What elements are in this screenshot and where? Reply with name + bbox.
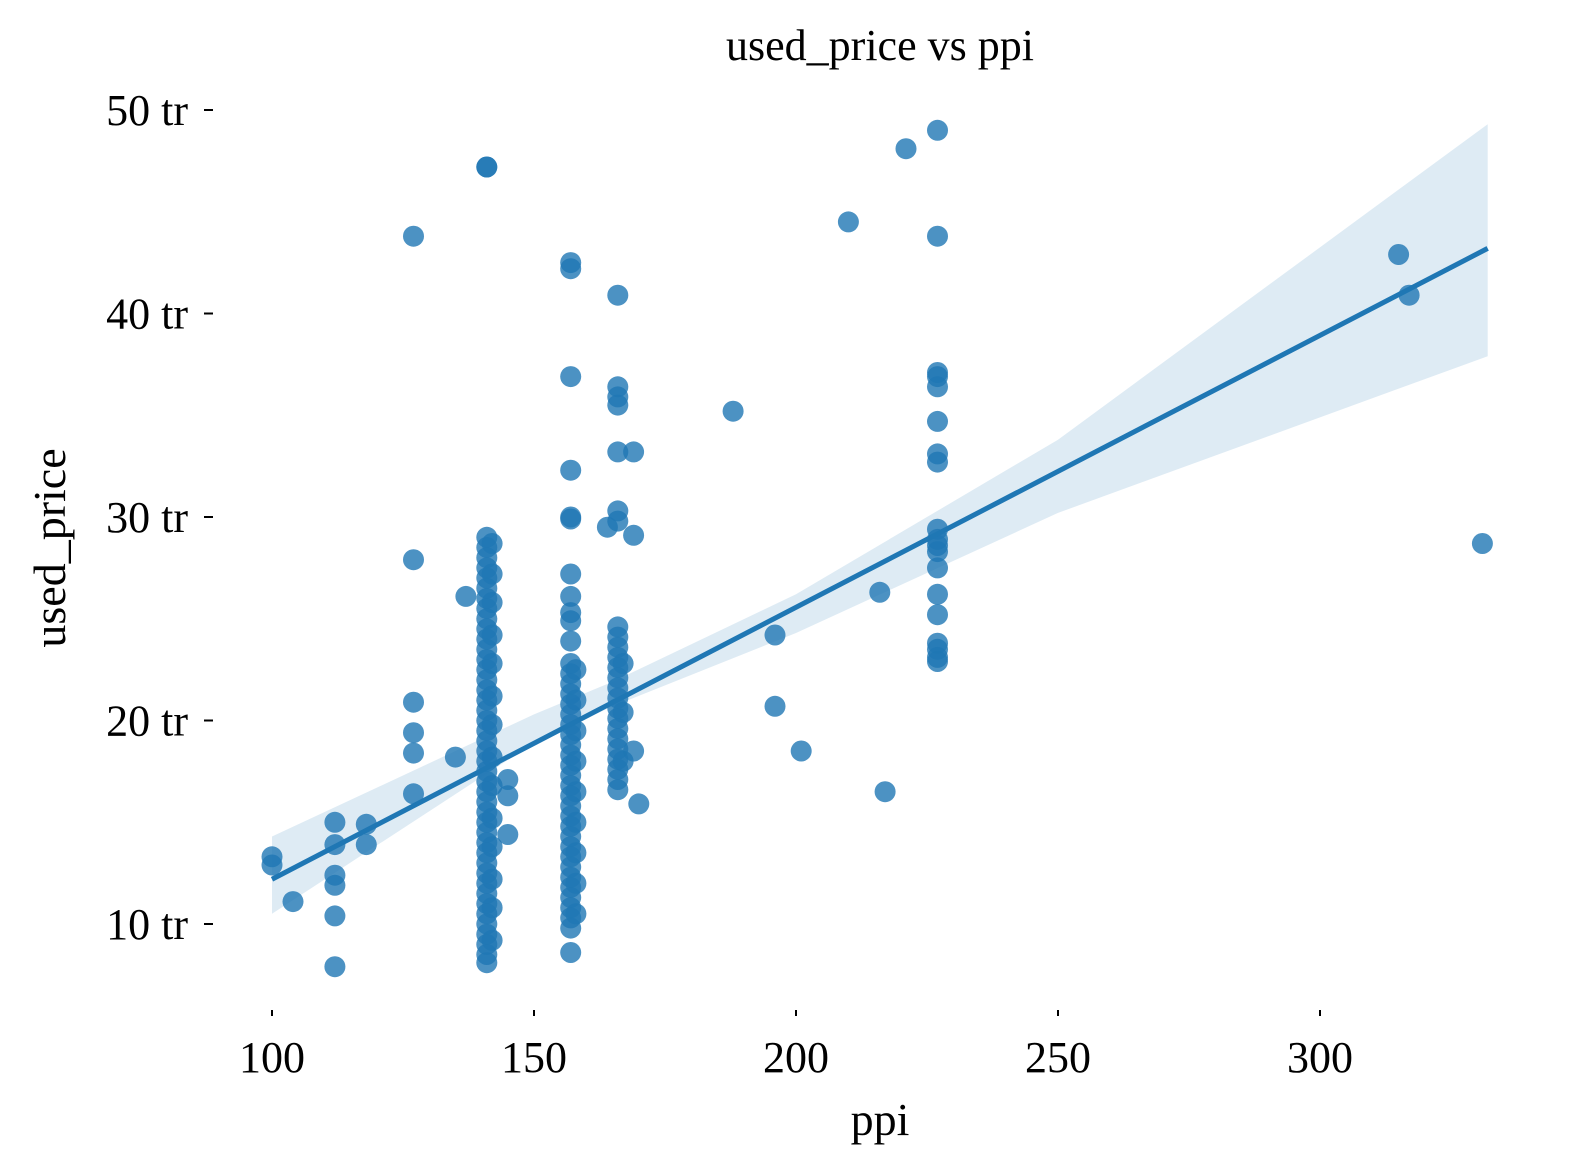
data-point: [481, 624, 503, 646]
data-point: [607, 510, 629, 532]
data-point: [497, 824, 519, 845]
data-point: [282, 891, 304, 913]
y-tick-label: 50 tr: [106, 86, 188, 135]
y-tick-label: 20 tr: [106, 697, 188, 746]
x-tick-label: 250: [1025, 1033, 1091, 1082]
data-point: [481, 929, 503, 951]
data-point: [927, 451, 948, 473]
data-point: [261, 854, 283, 876]
data-point: [560, 942, 582, 963]
data-point: [324, 956, 346, 978]
data-point: [869, 581, 891, 603]
regression-line: [270, 246, 1489, 882]
data-point: [481, 533, 503, 554]
y-tick-label: 40 tr: [106, 290, 188, 339]
data-point: [927, 376, 948, 398]
data-point: [895, 138, 917, 160]
data-point: [497, 785, 519, 807]
data-point: [324, 874, 346, 896]
data-point: [560, 610, 582, 632]
data-point: [481, 714, 503, 736]
data-point: [355, 834, 377, 856]
chart-title: used_price vs ppi: [726, 21, 1034, 70]
data-point: [403, 691, 424, 713]
data-point: [403, 549, 424, 571]
data-point: [927, 583, 948, 605]
axes-layer: 100 150 200 250 300 10 tr 20 tr 30 tr 40 tr 50 tr: [106, 86, 1353, 1082]
data-point: [476, 156, 498, 178]
data-point: [560, 366, 582, 388]
data-point: [612, 653, 634, 674]
x-tick-label: 200: [763, 1033, 829, 1082]
data-point: [565, 811, 587, 833]
data-point: [927, 119, 948, 141]
x-tick-label: 100: [239, 1033, 305, 1082]
data-point: [722, 400, 744, 422]
data-points-layer: [261, 119, 1493, 978]
data-point: [403, 742, 424, 764]
data-point: [623, 441, 645, 463]
data-point: [476, 952, 498, 974]
data-point: [607, 441, 629, 463]
data-point: [560, 258, 582, 280]
data-point: [927, 651, 948, 672]
data-point: [565, 689, 587, 711]
data-point: [623, 524, 645, 546]
data-point: [481, 836, 503, 858]
x-tick-label: 300: [1287, 1033, 1353, 1082]
y-tick-label: 30 tr: [106, 493, 188, 542]
x-tick-label: 150: [501, 1033, 567, 1082]
data-point: [790, 740, 812, 762]
data-point: [565, 750, 587, 772]
data-point: [927, 225, 948, 247]
data-point: [927, 541, 948, 563]
y-tick-label: 10 tr: [106, 900, 188, 949]
data-point: [628, 793, 650, 815]
data-point: [607, 779, 629, 801]
data-point: [874, 781, 896, 803]
data-point: [837, 211, 859, 233]
x-axis-label: ppi: [851, 1094, 910, 1145]
data-point: [565, 781, 587, 803]
data-point: [565, 872, 587, 894]
data-point: [481, 592, 503, 613]
data-point: [481, 868, 503, 890]
data-point: [607, 394, 629, 416]
data-point: [560, 585, 582, 607]
data-point: [927, 604, 948, 626]
data-point: [1388, 244, 1410, 265]
data-point: [481, 685, 503, 707]
data-point: [565, 842, 587, 864]
data-point: [455, 585, 477, 607]
data-point: [403, 225, 424, 247]
data-point: [560, 630, 582, 652]
data-point: [324, 811, 346, 833]
data-point: [403, 783, 424, 805]
data-point: [927, 410, 948, 432]
data-point: [927, 557, 948, 579]
data-point: [324, 905, 346, 927]
data-point: [560, 459, 582, 481]
data-point: [565, 659, 587, 681]
data-point: [764, 624, 786, 646]
regression-line-layer: [270, 246, 1489, 882]
data-point: [481, 653, 503, 674]
data-point: [565, 903, 587, 925]
data-point: [764, 695, 786, 717]
data-point: [607, 284, 629, 306]
data-point: [497, 769, 519, 790]
data-point: [481, 807, 503, 829]
data-point: [560, 563, 582, 585]
data-point: [481, 897, 503, 919]
data-point: [612, 701, 634, 723]
y-axis-label: used_price: [24, 448, 75, 647]
data-point: [623, 740, 645, 762]
data-point: [560, 508, 582, 530]
data-point: [444, 746, 466, 768]
data-point: [403, 722, 424, 744]
data-point: [1471, 533, 1493, 554]
data-point: [481, 563, 503, 585]
